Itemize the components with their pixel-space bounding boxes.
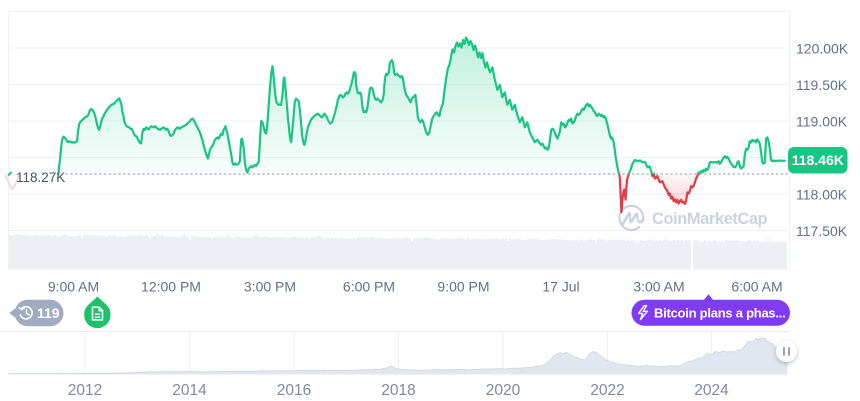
svg-text:2014: 2014 xyxy=(172,382,207,399)
svg-text:119: 119 xyxy=(37,305,60,321)
svg-text:Bitcoin plans a phas...: Bitcoin plans a phas... xyxy=(654,306,786,321)
svg-text:117.50K: 117.50K xyxy=(796,223,848,239)
svg-text:2012: 2012 xyxy=(68,382,102,399)
svg-text:9:00 AM: 9:00 AM xyxy=(48,279,99,295)
svg-text:119.00K: 119.00K xyxy=(796,113,848,129)
svg-text:2024: 2024 xyxy=(694,382,729,399)
svg-text:6:00 PM: 6:00 PM xyxy=(343,279,395,295)
svg-text:118.46K: 118.46K xyxy=(792,152,844,168)
svg-text:2016: 2016 xyxy=(277,382,311,399)
svg-text:2020: 2020 xyxy=(486,382,521,399)
svg-text:3:00 AM: 3:00 AM xyxy=(633,279,684,295)
svg-text:120.00K: 120.00K xyxy=(796,40,849,56)
svg-text:2022: 2022 xyxy=(590,382,624,399)
svg-text:CoinMarketCap: CoinMarketCap xyxy=(652,210,768,228)
svg-text:119.50K: 119.50K xyxy=(796,77,848,93)
svg-text:2018: 2018 xyxy=(381,382,415,399)
svg-text:17 Jul: 17 Jul xyxy=(542,279,579,295)
svg-text:9:00 PM: 9:00 PM xyxy=(437,279,489,295)
svg-text:12:00 PM: 12:00 PM xyxy=(141,279,201,295)
svg-text:3:00 PM: 3:00 PM xyxy=(244,279,296,295)
svg-text:6:00 AM: 6:00 AM xyxy=(731,279,782,295)
svg-text:118.00K: 118.00K xyxy=(796,186,848,202)
svg-text:118.27K: 118.27K xyxy=(16,170,65,185)
